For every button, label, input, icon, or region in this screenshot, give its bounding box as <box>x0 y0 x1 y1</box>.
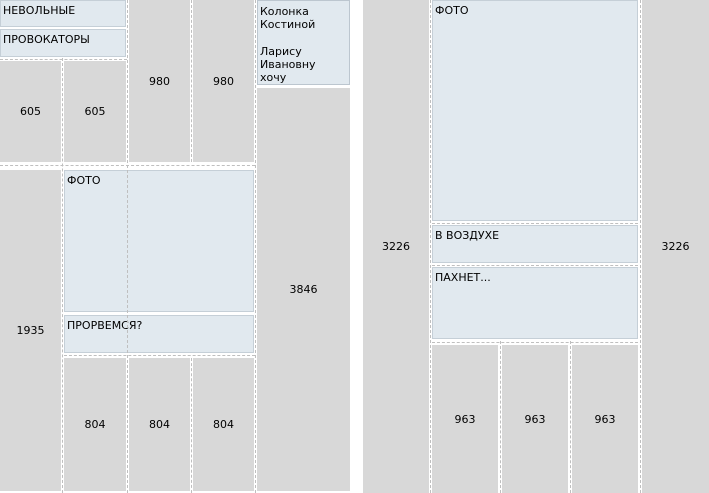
column-guide <box>127 0 128 493</box>
block-605-a[interactable]: 605 <box>0 61 61 162</box>
column-guide <box>62 58 63 493</box>
photo-placeholder-right[interactable]: ФОТО <box>432 0 638 221</box>
row-guide <box>64 355 255 356</box>
column-guide <box>191 358 192 493</box>
column-guide <box>191 0 192 162</box>
block-963-c[interactable]: 963 <box>572 345 638 493</box>
block-size: 1935 <box>16 324 45 337</box>
column-guide <box>640 0 641 493</box>
block-size: 3846 <box>289 283 318 296</box>
row-guide <box>432 265 638 266</box>
row-guide <box>432 223 638 224</box>
kostina-line-4: хочу <box>260 71 287 84</box>
block-size: 804 <box>149 418 170 431</box>
page-gutter <box>351 0 363 493</box>
block-size: 605 <box>20 105 41 118</box>
block-size: 980 <box>149 74 170 88</box>
row-guide <box>432 342 638 343</box>
header-box-provokatory[interactable]: ПРОВОКАТОРЫ <box>0 29 126 57</box>
row-guide <box>0 165 255 166</box>
block-size: 804 <box>213 418 234 431</box>
block-804-b[interactable]: 804 <box>129 358 190 491</box>
column-guide <box>255 0 256 493</box>
header-box-label: ПРОВОКАТОРЫ <box>3 33 90 46</box>
header-box-nevolnye[interactable]: НЕВОЛЬНЫЕ <box>0 0 126 27</box>
column-guide <box>430 0 431 493</box>
block-980-a[interactable]: 980 <box>129 0 190 162</box>
photo-label: ФОТО <box>435 4 469 17</box>
block-size: 963 <box>454 412 476 426</box>
column-guide <box>570 341 571 493</box>
kostina-column-box[interactable]: Колонка Костиной Ларису Ивановну хочу <box>257 0 350 85</box>
row-guide <box>0 59 127 60</box>
block-804-a[interactable]: 804 <box>64 358 126 491</box>
pahnet-label: ПАХНЕТ... <box>435 271 491 284</box>
block-size: 963 <box>594 412 616 426</box>
block-size: 3226 <box>661 240 690 253</box>
column-guide <box>500 341 501 493</box>
block-980-b[interactable]: 980 <box>193 0 254 162</box>
block-3846[interactable]: 3846 <box>257 88 350 491</box>
block-963-a[interactable]: 963 <box>432 345 498 493</box>
block-size: 963 <box>524 412 546 426</box>
caption-label: ПРОРВЕМСЯ? <box>67 319 143 332</box>
kostina-line-1: Колонка <box>260 5 309 18</box>
kostina-line-3: Ларису Ивановну <box>260 45 316 71</box>
v-vozduhe-box[interactable]: В ВОЗДУХЕ <box>432 225 638 263</box>
header-box-label: НЕВОЛЬНЫЕ <box>3 4 76 17</box>
photo-placeholder[interactable]: ФОТО <box>64 170 254 312</box>
block-3226-left[interactable]: 3226 <box>363 0 429 493</box>
photo-label: ФОТО <box>67 174 101 187</box>
block-963-b[interactable]: 963 <box>502 345 568 493</box>
block-size: 804 <box>84 418 106 431</box>
block-3226-right[interactable]: 3226 <box>642 0 709 493</box>
caption-box[interactable]: ПРОРВЕМСЯ? <box>64 315 254 353</box>
kostina-line-2: Костиной <box>260 18 316 31</box>
block-size: 980 <box>213 74 234 88</box>
pahnet-box[interactable]: ПАХНЕТ... <box>432 267 638 339</box>
block-804-c[interactable]: 804 <box>193 358 254 491</box>
block-1935[interactable]: 1935 <box>0 170 61 491</box>
v-vozduhe-label: В ВОЗДУХЕ <box>435 229 500 242</box>
block-size: 605 <box>84 105 106 118</box>
block-size: 3226 <box>382 240 410 253</box>
block-605-b[interactable]: 605 <box>64 61 126 162</box>
